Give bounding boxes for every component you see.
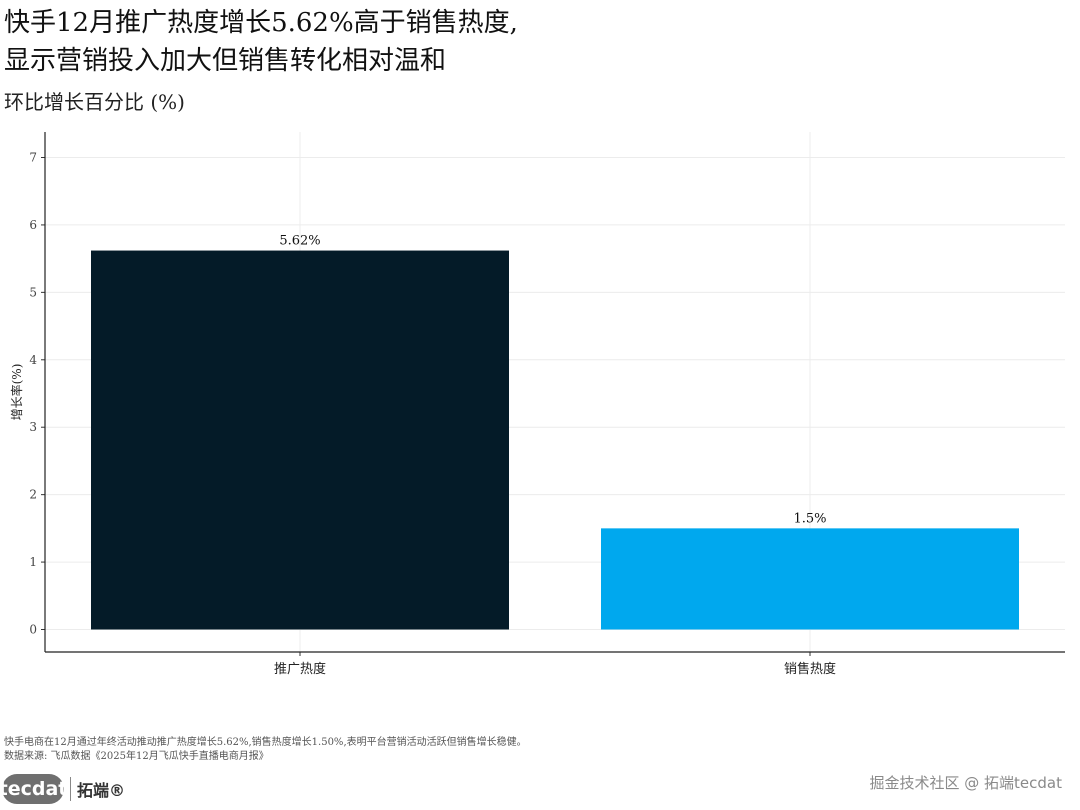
bar-layer: 5.62% 1.5% <box>91 234 1019 630</box>
data-label-2: 1.5% <box>793 511 826 526</box>
y-tick-label: 1 <box>29 555 37 569</box>
logo-badge: tecdat <box>0 774 67 804</box>
x-tick-label: 推广热度 <box>274 661 326 677</box>
y-tick-label: 7 <box>29 151 37 165</box>
logo-chinese-text: 拓端® <box>77 781 126 800</box>
bar-2 <box>601 528 1019 630</box>
y-tick-label: 5 <box>29 285 37 299</box>
chart-title: 快手12月推广热度增长5.62%高于销售热度, 显示营销投入加大但销售转化相对温… <box>4 4 518 80</box>
bar-1 <box>91 250 509 630</box>
bar-chart: 5.62% 1.5% 0 1 2 3 4 5 6 7 推广热度 销售热度 增长率(%) <box>9 132 1065 677</box>
tecdat-logo: tecdat 拓端® <box>0 772 126 806</box>
y-tick-label: 6 <box>29 218 37 232</box>
footer-note-text: 快手电商在12月通过年终活动推动推广热度增长5.62%,销售热度增长1.50%,… <box>4 737 527 748</box>
watermark: 掘金技术社区 @ 拓端tecdat <box>869 774 1063 792</box>
y-tick-label: 0 <box>29 623 37 637</box>
footer-source-text: 数据来源: 飞瓜数据《2025年12月飞瓜快手直播电商月报》 <box>4 751 269 762</box>
y-axis-title: 增长率(%) <box>9 364 24 421</box>
data-label-1: 5.62% <box>279 234 320 249</box>
y-tick-label: 4 <box>29 353 37 367</box>
footer-notes: 快手电商在12月通过年终活动推动推广热度增长5.62%,销售热度增长1.50%,… <box>4 736 527 764</box>
x-tick-label: 销售热度 <box>784 661 836 677</box>
title-line-2: 显示营销投入加大但销售转化相对温和 <box>4 46 447 76</box>
y-tick-label: 3 <box>29 420 37 434</box>
y-tick-label: 2 <box>29 488 37 502</box>
logo-divider <box>70 777 71 801</box>
chart-subtitle: 环比增长百分比 (%) <box>4 90 185 114</box>
title-line-1: 快手12月推广热度增长5.62%高于销售热度, <box>4 8 518 38</box>
axis-layer: 0 1 2 3 4 5 6 7 推广热度 销售热度 增长率(%) <box>9 132 1065 677</box>
